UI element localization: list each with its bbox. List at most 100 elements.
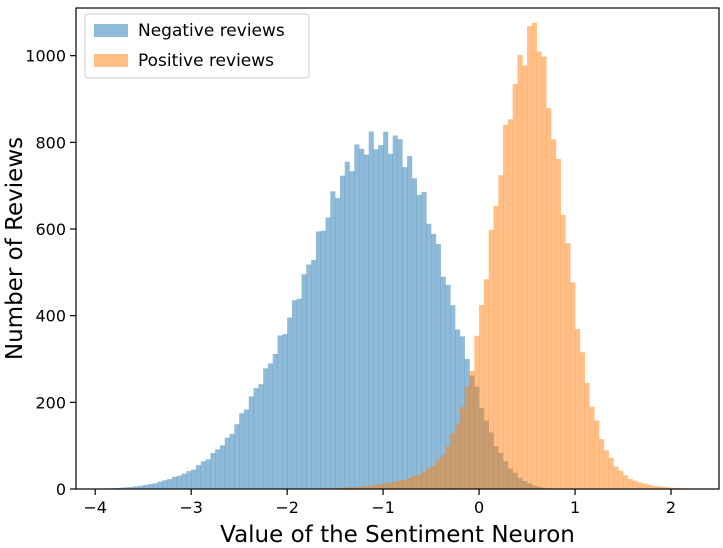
- positive-bin-bar: [397, 480, 403, 489]
- positive-bin-bar: [440, 454, 446, 489]
- negative-bin-bar: [330, 191, 336, 490]
- positive-bin-bar: [618, 470, 624, 489]
- positive-bin-bar: [378, 484, 384, 489]
- negative-bin-bar: [282, 334, 288, 489]
- negative-bin-bar: [119, 487, 125, 489]
- negative-bin-bar: [128, 487, 134, 489]
- x-tick-label: 0: [474, 498, 484, 517]
- negative-bin-bar: [224, 437, 230, 489]
- positive-bin-bar: [488, 229, 494, 489]
- negative-bin-bar: [176, 475, 182, 489]
- positive-bin-bar: [579, 352, 585, 489]
- positive-bin-bar: [464, 386, 470, 489]
- x-tick-label: −4: [83, 498, 107, 517]
- negative-bin-bar: [426, 223, 432, 489]
- positive-bin-bar: [575, 329, 581, 489]
- positive-bin-bar: [407, 478, 413, 489]
- negative-bin-bar: [253, 388, 259, 489]
- positive-bin-bar: [512, 83, 518, 489]
- negative-bin-bar: [397, 139, 403, 489]
- negative-bin-bar: [239, 413, 245, 489]
- negative-bin-bar: [167, 479, 173, 489]
- positive-bin-bar: [445, 446, 451, 489]
- x-axis-ticks: −4 −3 −2 −1 0 1 2: [83, 489, 676, 517]
- positive-bin-bar: [474, 335, 480, 489]
- positive-bin-bar: [531, 22, 537, 489]
- positive-bin-bar: [560, 214, 566, 489]
- negative-bin-bar: [186, 471, 192, 489]
- negative-bin-bar: [291, 300, 298, 489]
- positive-bin-bar: [392, 481, 398, 489]
- positive-bin-bar: [603, 450, 609, 489]
- y-tick-label: 1000: [25, 47, 66, 66]
- negative-bin-bar: [229, 433, 235, 489]
- positive-bin-bar: [671, 487, 677, 489]
- negative-bin-bar: [435, 244, 441, 489]
- positive-bin-bar: [647, 484, 653, 489]
- negative-bin-bar: [368, 131, 374, 489]
- negative-bin-bar: [205, 459, 211, 489]
- negative-bin-bar: [301, 274, 307, 489]
- negative-bin-bar: [219, 445, 226, 489]
- positive-bin-bar: [637, 482, 643, 489]
- positive-bin-bar: [483, 279, 489, 489]
- positive-bin-bar: [450, 432, 456, 489]
- positive-bin-bar: [349, 487, 355, 489]
- positive-bin-bar: [536, 51, 542, 489]
- negative-bin-bar: [455, 329, 461, 489]
- y-tick-label: 400: [35, 307, 66, 326]
- negative-bin-bar: [243, 409, 250, 489]
- negative-bin-bar: [133, 486, 139, 489]
- y-tick-label: 200: [35, 393, 66, 412]
- negative-bin-bar: [306, 264, 312, 489]
- negative-bin-bar: [258, 384, 264, 489]
- negative-bin-bar: [359, 148, 365, 489]
- positive-bin-bar: [455, 423, 461, 489]
- negative-bin-bar: [287, 317, 293, 489]
- y-tick-label: 600: [35, 220, 66, 239]
- negative-bin-bar: [445, 284, 451, 489]
- positive-bin-bar: [632, 480, 638, 489]
- positive-bin-bar: [373, 484, 379, 489]
- x-tick-label: −1: [371, 498, 395, 517]
- positive-bin-bar: [608, 457, 614, 489]
- negative-bin-bar: [450, 305, 456, 489]
- negative-bin-bar: [191, 469, 197, 489]
- negative-bin-bar: [421, 191, 427, 489]
- positive-bin-bar: [661, 486, 667, 489]
- negative-bin-bar: [157, 481, 163, 489]
- positive-bin-bar: [402, 479, 408, 489]
- negative-bin-bar: [181, 473, 187, 489]
- negative-bin-bar: [200, 461, 206, 489]
- x-tick-label: 1: [570, 498, 580, 517]
- positive-bin-bar: [469, 370, 475, 489]
- positive-bin-bar: [589, 406, 595, 489]
- negative-bin-bar: [383, 131, 389, 489]
- positive-bin-bar: [623, 475, 629, 489]
- positive-bin-bar: [383, 483, 389, 489]
- negative-bin-bar: [325, 217, 331, 489]
- plot-frame: [75, 7, 720, 490]
- negative-bin-bar: [296, 298, 302, 489]
- positive-bin-bar: [411, 475, 417, 489]
- negative-bin-bar: [162, 480, 168, 489]
- negative-bin-bar: [440, 276, 446, 489]
- positive-bin-bar: [666, 487, 672, 489]
- negative-bin-bar: [387, 153, 393, 489]
- legend-label-positive: Positive reviews: [138, 51, 274, 71]
- positive-bin-bar: [527, 26, 533, 489]
- negative-bin-bar: [320, 230, 326, 489]
- negative-bin-bar: [411, 178, 417, 489]
- positive-bin-bar: [479, 304, 485, 489]
- negative-bin-bar: [431, 233, 437, 489]
- x-axis-label: Value of the Sentiment Neuron: [220, 522, 575, 548]
- positive-bin-bar: [426, 467, 432, 489]
- negative-bin-bar: [138, 485, 144, 489]
- positive-bin-bar: [551, 139, 557, 489]
- positive-bin-bar: [344, 487, 350, 489]
- legend-box: [84, 13, 310, 79]
- negative-bin-bar: [248, 396, 254, 489]
- negative-bin-bar: [416, 194, 422, 490]
- negative-bin-bar: [392, 135, 398, 489]
- positive-bin-bar: [339, 487, 346, 489]
